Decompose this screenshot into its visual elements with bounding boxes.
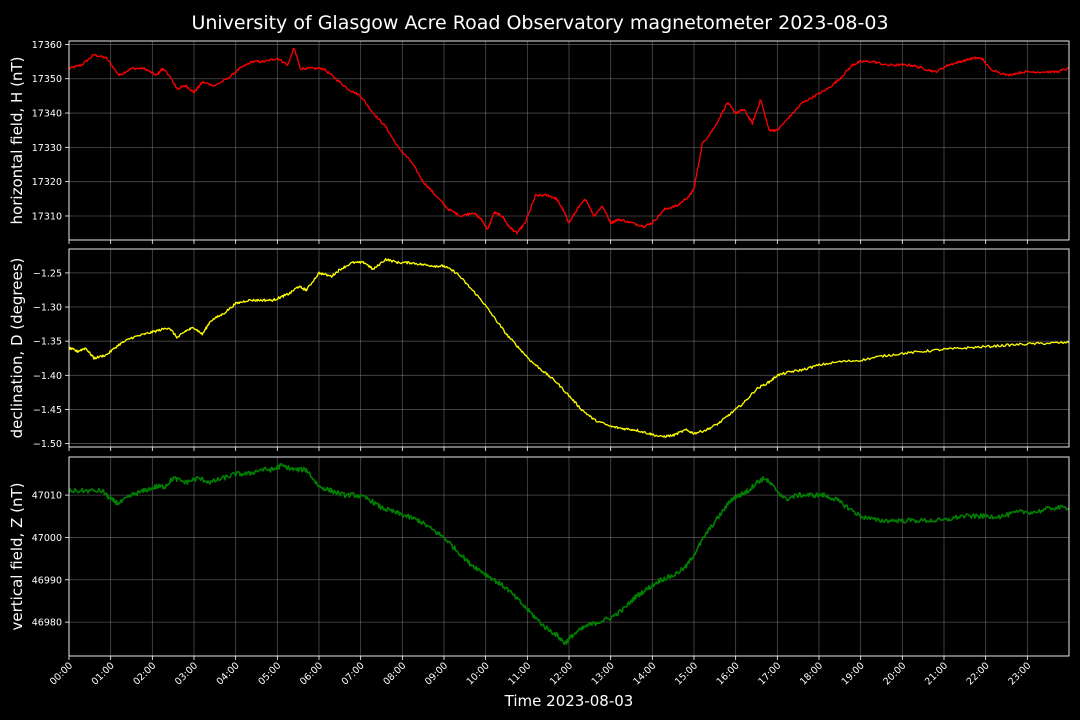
series-line-1 (68, 47, 1070, 235)
axes-frame (68, 248, 1070, 448)
y-tick-label: 17340 (32, 109, 62, 120)
y-axis-label-3: vertical field, Z (nT) (8, 482, 26, 630)
y-tick-label: 17320 (32, 177, 62, 188)
y-tick-label: −1.30 (33, 303, 62, 314)
panel-2: −1.50 −1.45 −1.40 −1.35 −1.30 −1.25 declinatio… (8, 248, 1070, 451)
panel-3: 46980 46990 47000 47010 vertical field, Z (n… (8, 456, 1070, 660)
y-tick-label: 17310 (32, 211, 62, 222)
chart-title: University of Glasgow Acre Road Observat… (191, 12, 888, 34)
y-tick-label: −1.45 (33, 405, 62, 416)
y-tick-label: 47000 (32, 533, 62, 544)
axes-frame (68, 456, 1070, 657)
y-axis-label-2: declination, D (degrees) (8, 258, 26, 439)
y-tick-label: −1.25 (33, 268, 62, 279)
y-tick-label: 17350 (32, 74, 62, 85)
y-tick-label: 17330 (32, 143, 62, 154)
series-line-2 (68, 258, 1070, 438)
y-tick-label: −1.35 (33, 337, 62, 348)
axes-frame (68, 40, 1070, 241)
y-tick-label: −1.40 (33, 371, 62, 382)
y-axis-label-1: horizontal field, H (nT) (8, 57, 26, 225)
y-tick-label: 46980 (32, 618, 62, 629)
y-tick-label: 47010 (32, 491, 62, 502)
y-tick-label: 46990 (32, 575, 62, 586)
y-tick-label: 17360 (32, 40, 62, 51)
panel-1: 17310 17320 17330 17340 17350 17360 horizontal… (8, 40, 1070, 244)
series-line-3 (68, 462, 1070, 646)
x-axis-label: Time 2023-08-03 (504, 692, 634, 710)
y-tick-label: −1.50 (33, 439, 62, 450)
